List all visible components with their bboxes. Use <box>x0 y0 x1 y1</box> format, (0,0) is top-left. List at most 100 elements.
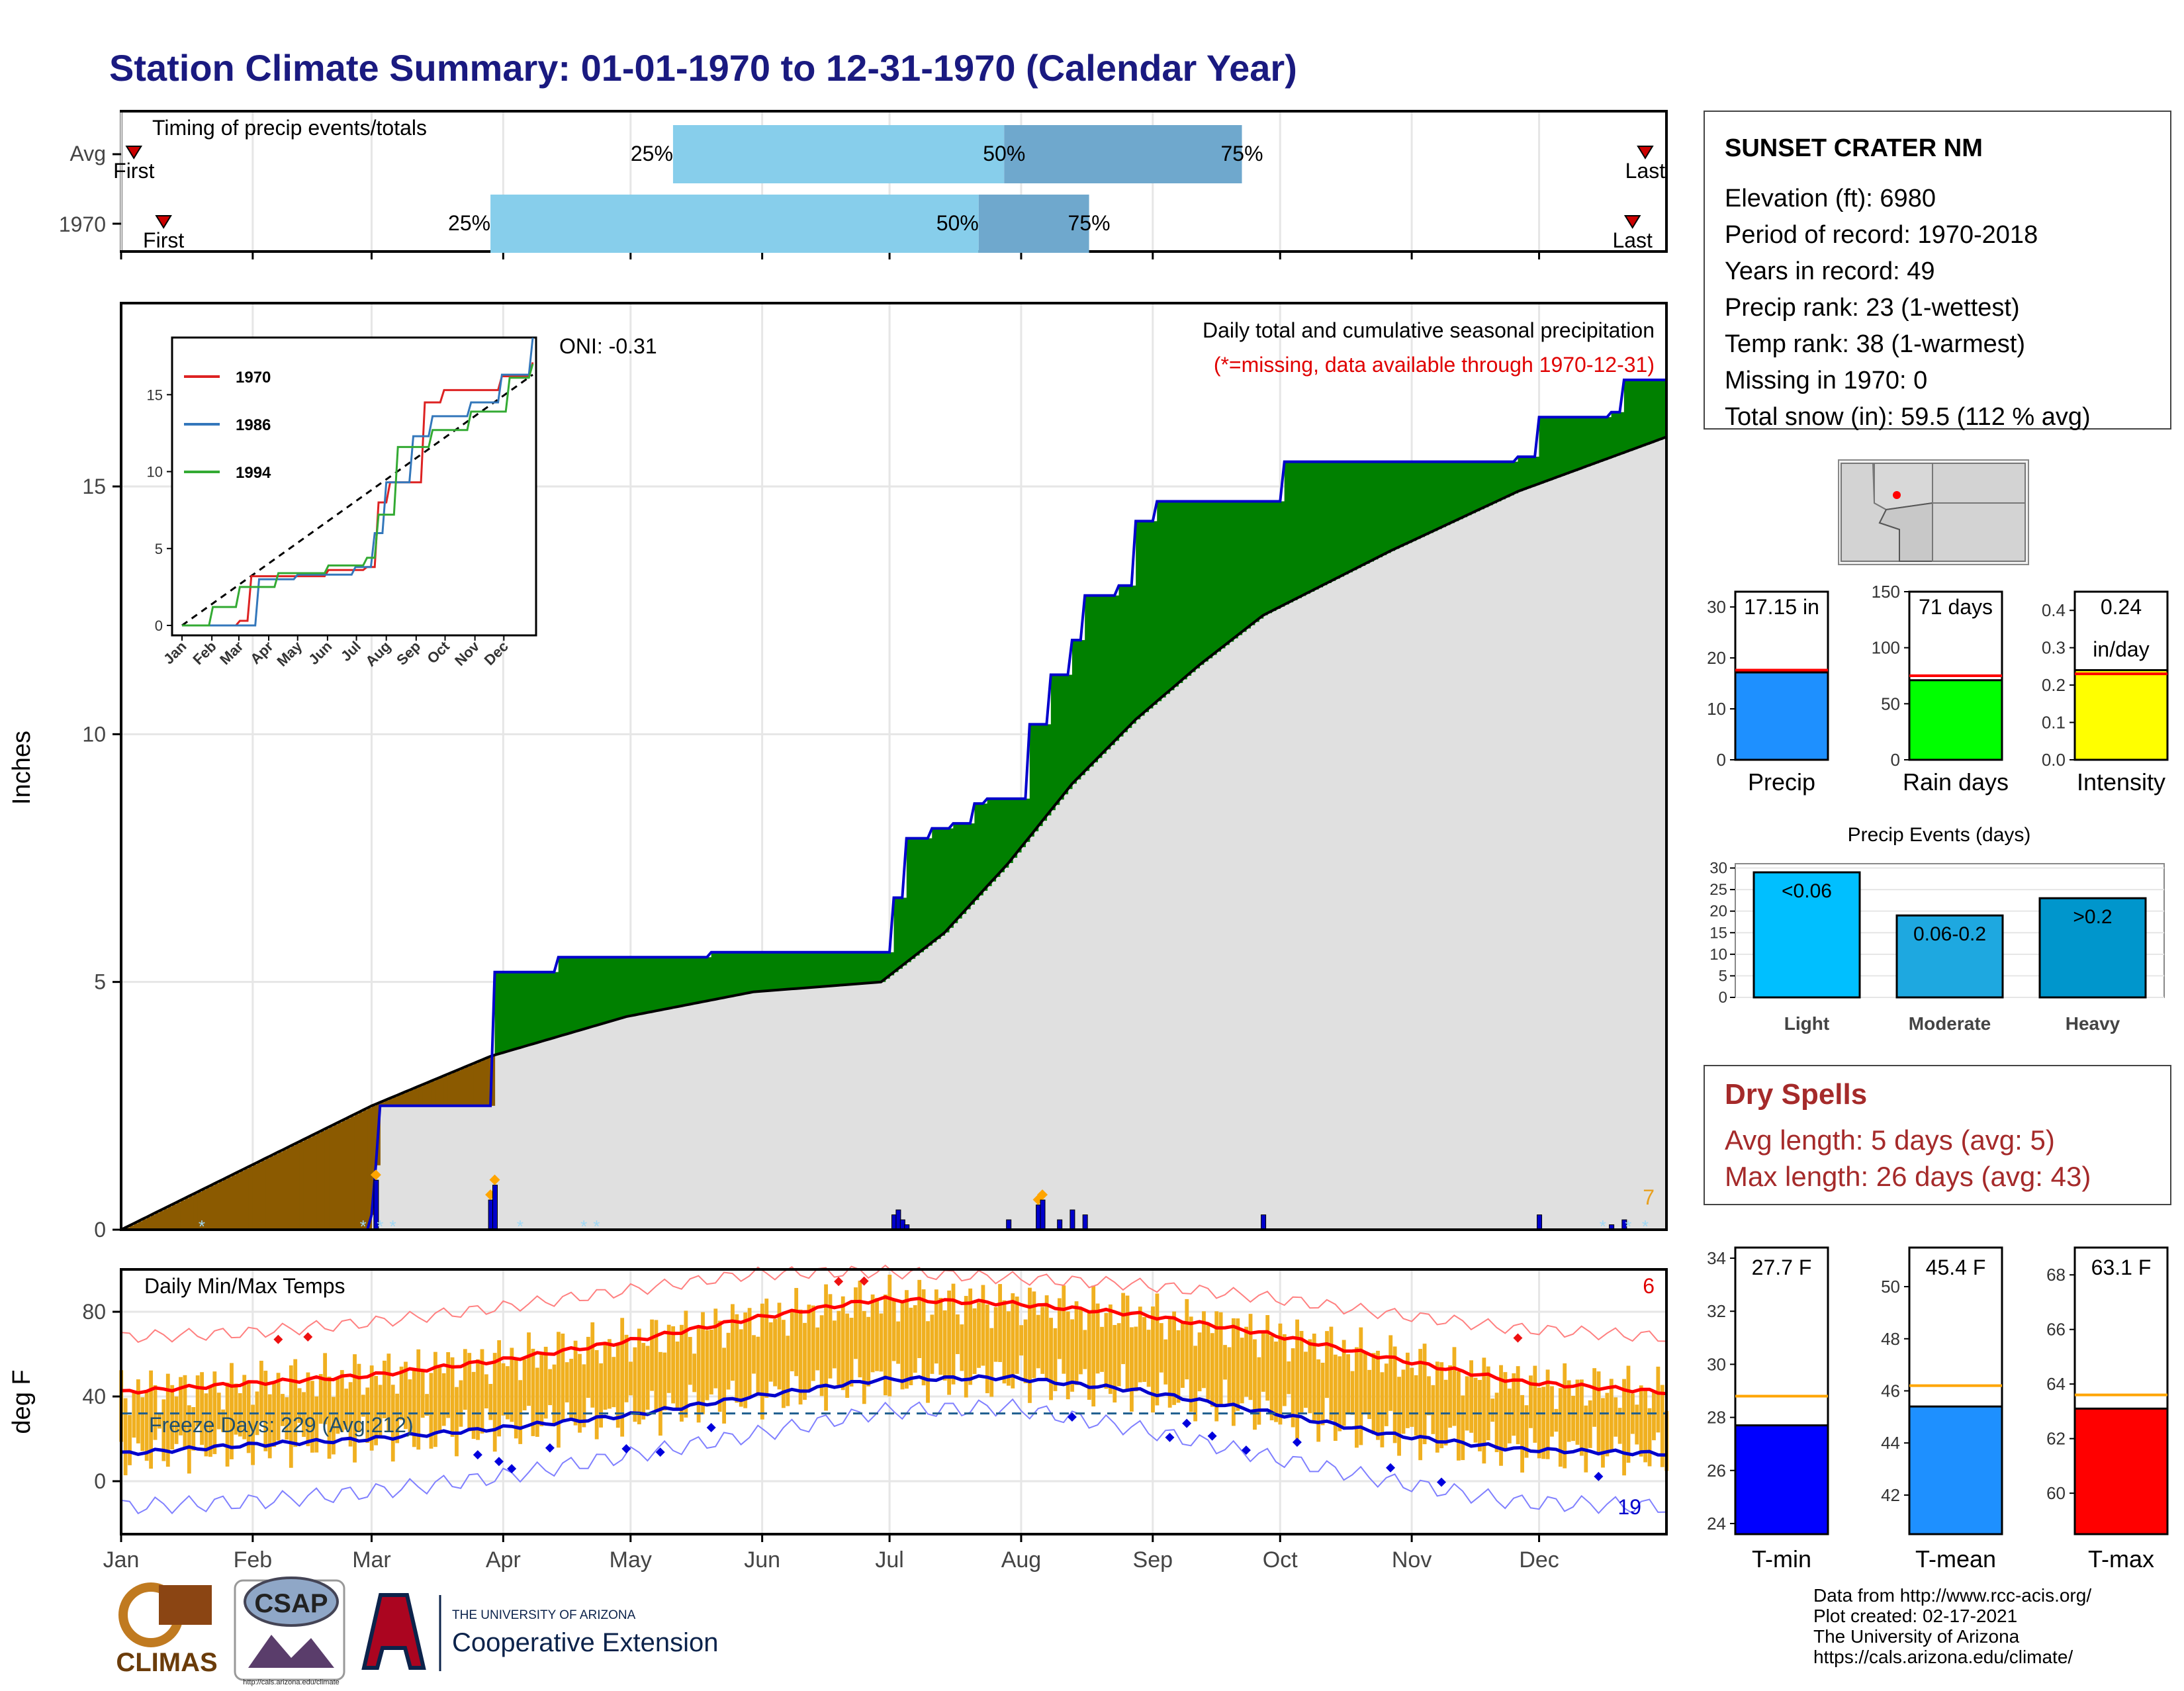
below-normal-fill <box>295 1143 300 1230</box>
temp-content <box>119 1264 1669 1514</box>
mini-bar-tick-label: 30 <box>1707 597 1726 617</box>
daily-temp-range-bar <box>701 1312 705 1414</box>
below-normal-fill <box>176 1202 181 1230</box>
below-normal-fill <box>180 1200 185 1230</box>
above-normal-fill <box>792 952 797 989</box>
above-normal-fill <box>962 823 967 914</box>
daily-temp-range-bar <box>998 1284 1002 1362</box>
above-normal-fill <box>864 952 869 983</box>
daily-temp-range-bar <box>603 1342 608 1410</box>
inset-average-line <box>181 373 533 627</box>
above-normal-fill <box>1259 501 1264 619</box>
daily-temp-range-bar <box>832 1320 837 1369</box>
below-normal-fill <box>201 1189 206 1230</box>
map-new-mexico <box>1932 463 2026 562</box>
daily-temp-range-bar <box>633 1347 637 1422</box>
timing-q25-label: 25% <box>631 142 673 165</box>
below-normal-fill <box>341 1120 347 1230</box>
daily-temp-range-bar <box>506 1366 510 1420</box>
daily-temp-range-bar <box>858 1281 862 1378</box>
station-total-snow: Total snow (in): 59.5 (112 % avg) <box>1725 403 2091 431</box>
daily-temp-range-bar <box>739 1329 743 1407</box>
daily-temp-range-bar <box>246 1380 251 1453</box>
events-y-tick-label: 25 <box>1709 881 1727 899</box>
below-normal-fill <box>338 1122 343 1230</box>
daily-temp-range-bar <box>1575 1379 1580 1445</box>
above-normal-fill <box>809 952 814 988</box>
daily-temp-range-bar <box>1265 1315 1270 1401</box>
daily-temp-range-bar <box>378 1385 383 1439</box>
precip-y-ticks: 0 5 10 15 <box>82 475 121 1242</box>
daily-temp-range-bar <box>726 1332 731 1390</box>
daily-temp-range-bar <box>717 1320 722 1412</box>
daily-temp-range-bar <box>1359 1327 1363 1445</box>
ua-a-mark <box>361 1593 426 1670</box>
below-normal-fill <box>240 1171 245 1230</box>
daily-temp-range-bar <box>731 1304 735 1381</box>
daily-temp-range-bar <box>446 1352 451 1418</box>
timing-first-marker <box>125 146 143 160</box>
daily-temp-range-bar <box>1656 1366 1661 1433</box>
daily-temp-range-bar <box>212 1371 217 1455</box>
above-normal-fill <box>672 957 678 1008</box>
above-normal-fill <box>668 957 674 1009</box>
above-normal-fill <box>1471 461 1476 514</box>
above-normal-fill <box>1403 461 1408 545</box>
above-normal-fill <box>592 957 598 1027</box>
events-y-tick-label: 0 <box>1719 989 1727 1007</box>
temp-bar-category-label: T-min <box>1752 1545 1811 1573</box>
below-normal-fill <box>414 1088 419 1106</box>
daily-temp-range-bar <box>1134 1326 1138 1392</box>
below-normal-fill <box>155 1212 160 1230</box>
daily-temp-range-bar <box>1461 1395 1465 1461</box>
above-normal-fill <box>1347 461 1353 572</box>
above-normal-fill <box>1195 501 1200 669</box>
above-normal-fill <box>953 823 958 923</box>
above-normal-fill <box>1590 417 1595 465</box>
daily-temp-range-bar <box>1494 1393 1499 1453</box>
temp-bar-value-label: 45.4 F <box>1926 1256 1986 1279</box>
record-min-line <box>120 1398 1667 1514</box>
daily-temp-range-bar <box>930 1314 934 1374</box>
daily-temp-range-bar <box>1580 1379 1584 1456</box>
ua-logo-big-text: Cooperative Extension <box>452 1628 718 1657</box>
below-normal-fill <box>469 1065 475 1106</box>
daily-temp-range-bar <box>437 1367 442 1432</box>
above-normal-fill <box>758 952 763 992</box>
above-normal-fill <box>911 838 916 959</box>
above-normal-fill <box>528 972 533 1046</box>
above-normal-fill <box>630 957 635 1016</box>
above-normal-fill <box>1577 417 1582 470</box>
daily-temp-range-bar <box>811 1305 815 1381</box>
below-normal-fill <box>257 1162 262 1230</box>
daily-temp-range-bar <box>463 1349 467 1410</box>
daily-temp-range-bar <box>709 1329 713 1394</box>
above-normal-fill <box>1632 380 1637 449</box>
freeze-days-label: Freeze Days: 229 (Avg:212) <box>149 1413 414 1437</box>
above-normal-fill <box>605 957 610 1023</box>
daily-temp-range-bar <box>615 1343 620 1428</box>
daily-temp-range-bar <box>471 1371 476 1440</box>
above-normal-fill <box>1280 501 1285 607</box>
above-normal-fill <box>1551 417 1557 479</box>
daily-temp-range-bar <box>684 1310 688 1418</box>
timing-first-marker <box>155 215 172 229</box>
above-normal-fill <box>1071 640 1077 784</box>
daily-temp-range-bar <box>1392 1346 1397 1443</box>
timing-q75-label: 75% <box>1068 211 1111 235</box>
daily-temp-range-bar <box>1167 1317 1172 1408</box>
above-normal-fill <box>762 952 767 991</box>
daily-temp-range-bar <box>561 1333 565 1420</box>
temp-panel-frame <box>120 1268 1668 1535</box>
mini-bar-tick-label: 150 <box>1872 582 1900 602</box>
above-normal-fill <box>549 972 555 1039</box>
above-normal-fill <box>1169 501 1175 690</box>
station-info-box: SUNSET CRATER NM Elevation (ft): 6980 Pe… <box>1704 111 2171 431</box>
month-tick-label: Feb <box>234 1547 273 1573</box>
above-normal-fill <box>1340 461 1345 577</box>
daily-temp-range-bar <box>1376 1350 1380 1440</box>
daily-temp-range-bar <box>951 1283 956 1385</box>
above-normal-fill <box>520 972 525 1048</box>
above-normal-fill <box>1301 461 1306 596</box>
record-max-line <box>120 1264 1667 1344</box>
